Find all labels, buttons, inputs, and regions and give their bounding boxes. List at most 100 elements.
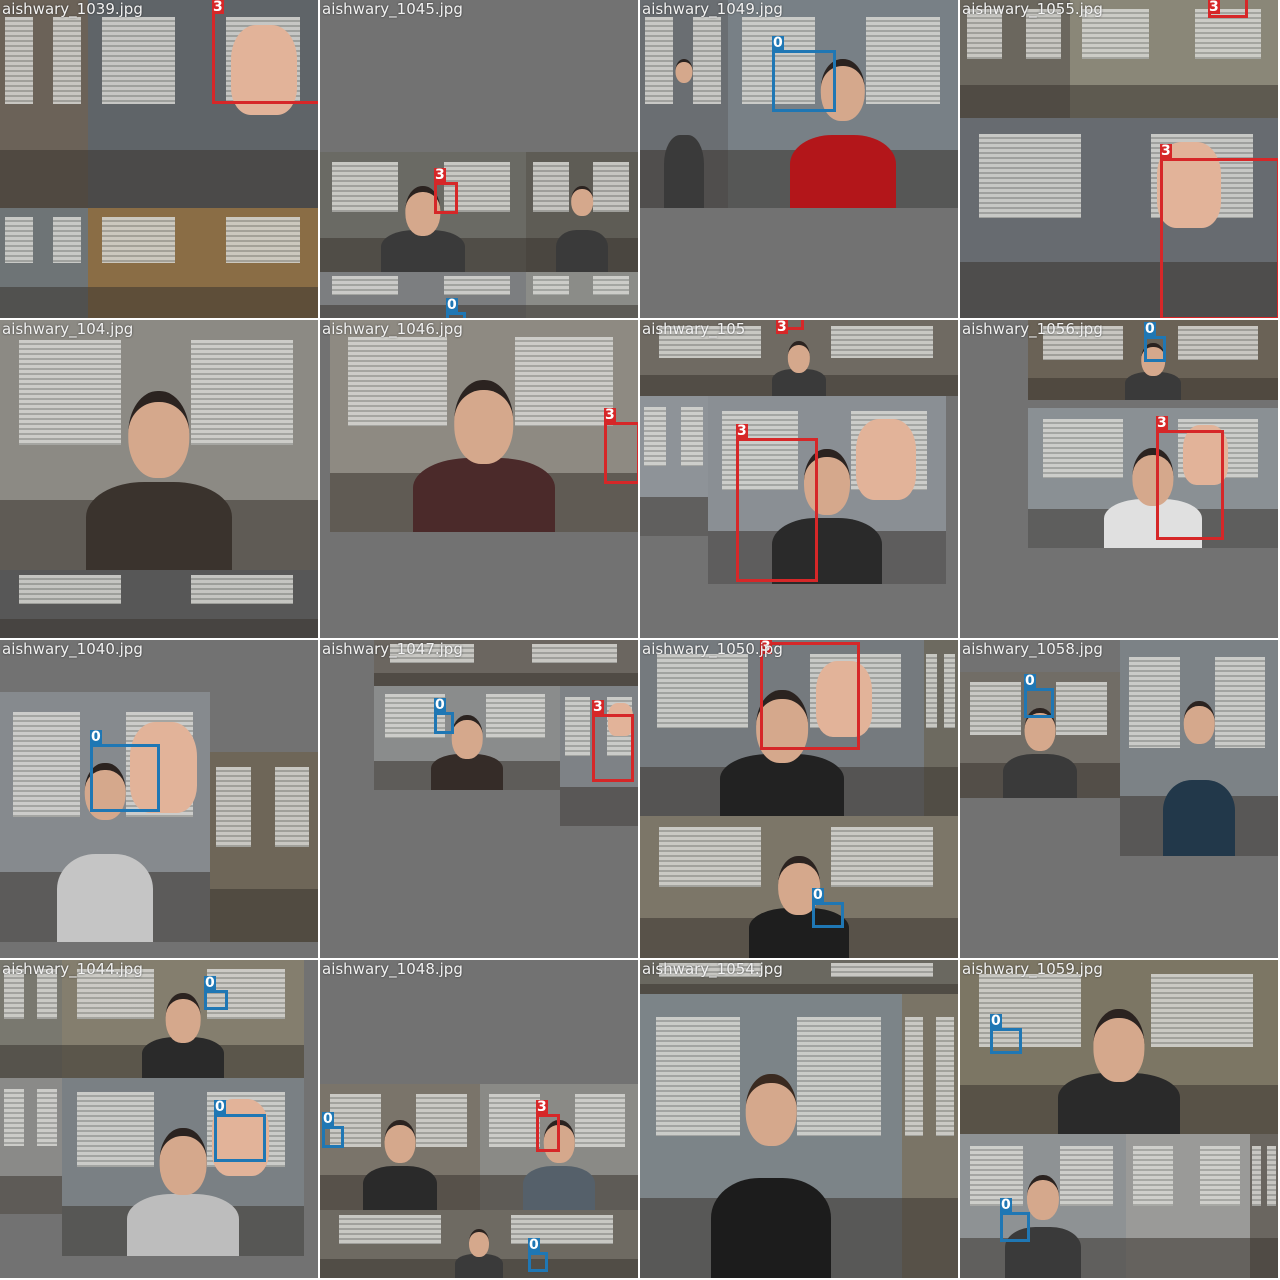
person-torso <box>413 457 555 532</box>
person-figure <box>772 437 882 584</box>
office-floor <box>924 766 958 816</box>
bounding-box-class-0 <box>528 1252 548 1272</box>
office-floor <box>1250 1237 1278 1278</box>
box-class-label: 3 <box>1160 143 1172 159</box>
person-head <box>1093 1009 1145 1083</box>
window-blinds <box>1200 1145 1241 1206</box>
photo-crop <box>320 1084 480 1210</box>
office-floor <box>1126 1237 1250 1278</box>
image-filename: aishwary_1056.jpg <box>962 320 1103 338</box>
photo-crop <box>960 672 1120 798</box>
image-tile: 3 3 aishwary_105 <box>640 320 958 638</box>
photo-crop <box>960 1134 1126 1278</box>
window-blinds <box>339 1215 441 1244</box>
bounding-box-class-3 <box>536 1114 560 1152</box>
image-filename: aishwary_105 <box>642 320 746 338</box>
window-blinds <box>657 654 748 728</box>
window-blinds <box>741 16 816 104</box>
photo-crop <box>0 0 88 208</box>
window-blinds <box>101 16 176 104</box>
office-floor <box>960 84 1070 118</box>
photo-crop <box>0 208 88 318</box>
image-tile: aishwary_104.jpg <box>0 320 318 638</box>
person-head <box>787 341 811 374</box>
person-head <box>165 993 201 1043</box>
raised-hand <box>816 661 873 738</box>
person-torso <box>1003 753 1077 798</box>
person-head <box>128 390 190 479</box>
box-class-label: 3 <box>760 640 772 655</box>
window-blinds <box>1150 973 1253 1047</box>
raised-hand <box>855 418 916 500</box>
person-figure <box>790 46 896 208</box>
photo-crop <box>374 640 638 686</box>
image-tile: 0 aishwary_1049.jpg <box>640 0 958 318</box>
person-figure <box>720 679 844 816</box>
box-class-label: 3 <box>1156 415 1168 431</box>
person-head <box>1132 447 1174 506</box>
person-head <box>1183 701 1215 745</box>
photo-crop <box>88 208 318 318</box>
window-blinds <box>207 969 285 1019</box>
person-figure <box>1104 439 1202 548</box>
office-floor <box>0 1044 62 1078</box>
window-blinds <box>416 1094 468 1147</box>
window-blinds <box>19 575 121 604</box>
window-blinds <box>1026 9 1062 59</box>
image-tile: 0 0 aishwary_1044.jpg <box>0 960 318 1278</box>
person-figure <box>749 847 849 958</box>
photo-crop <box>1028 408 1278 548</box>
box-class-label: 3 <box>736 423 748 439</box>
person-torso <box>720 754 844 816</box>
window-blinds <box>3 1088 24 1146</box>
window-blinds <box>485 694 546 738</box>
office-floor <box>526 305 638 318</box>
window-blinds <box>944 654 956 728</box>
window-blinds <box>514 336 614 426</box>
person-torso <box>363 1165 437 1210</box>
image-tile: 3 3 aishwary_1055.jpg <box>960 0 1278 318</box>
image-tile: 0 0 aishwary_1059.jpg <box>960 960 1278 1278</box>
image-tile: 0 aishwary_1058.jpg <box>960 640 1278 958</box>
photo-crop <box>330 320 638 532</box>
person-figure <box>522 1112 596 1210</box>
person-figure <box>363 1112 437 1210</box>
bounding-box-class-3 <box>604 422 638 484</box>
person-torso <box>127 1193 239 1256</box>
box-class-label: 3 <box>212 0 224 15</box>
window-blinds <box>659 827 761 887</box>
window-blinds <box>332 161 399 212</box>
bounding-box-class-3 <box>736 438 818 582</box>
person-torso <box>1004 1227 1082 1278</box>
office-floor <box>0 1175 62 1214</box>
photo-crop <box>1126 1134 1250 1278</box>
window-blinds <box>1178 326 1258 360</box>
person-torso <box>556 229 608 272</box>
person-head <box>1026 1174 1060 1220</box>
image-tile: 0 3 aishwary_1056.jpg <box>960 320 1278 638</box>
window-blinds <box>1043 326 1123 360</box>
person-torso <box>56 854 154 942</box>
image-tile: 0 3 aishwary_1047.jpg <box>320 640 638 958</box>
window-blinds <box>1056 682 1108 735</box>
bounding-box-class-3 <box>1156 430 1224 540</box>
office-floor <box>0 149 88 208</box>
bounding-box-class-0 <box>434 712 454 734</box>
box-class-label: 3 <box>434 167 446 183</box>
window-blinds <box>830 962 933 977</box>
person-figure <box>1058 998 1180 1134</box>
window-blinds <box>1043 419 1123 478</box>
person-torso <box>522 1165 596 1210</box>
box-class-label: 0 <box>1144 321 1156 337</box>
office-floor <box>640 496 708 536</box>
person-torso <box>381 229 465 272</box>
office-floor <box>374 673 638 686</box>
person-figure <box>710 1056 832 1278</box>
box-class-label: 0 <box>812 887 824 903</box>
photo-crop <box>0 570 318 638</box>
image-filename: aishwary_1044.jpg <box>2 960 143 978</box>
person-head <box>571 185 593 216</box>
photo-crop <box>0 692 210 942</box>
window-blinds <box>979 134 1081 218</box>
